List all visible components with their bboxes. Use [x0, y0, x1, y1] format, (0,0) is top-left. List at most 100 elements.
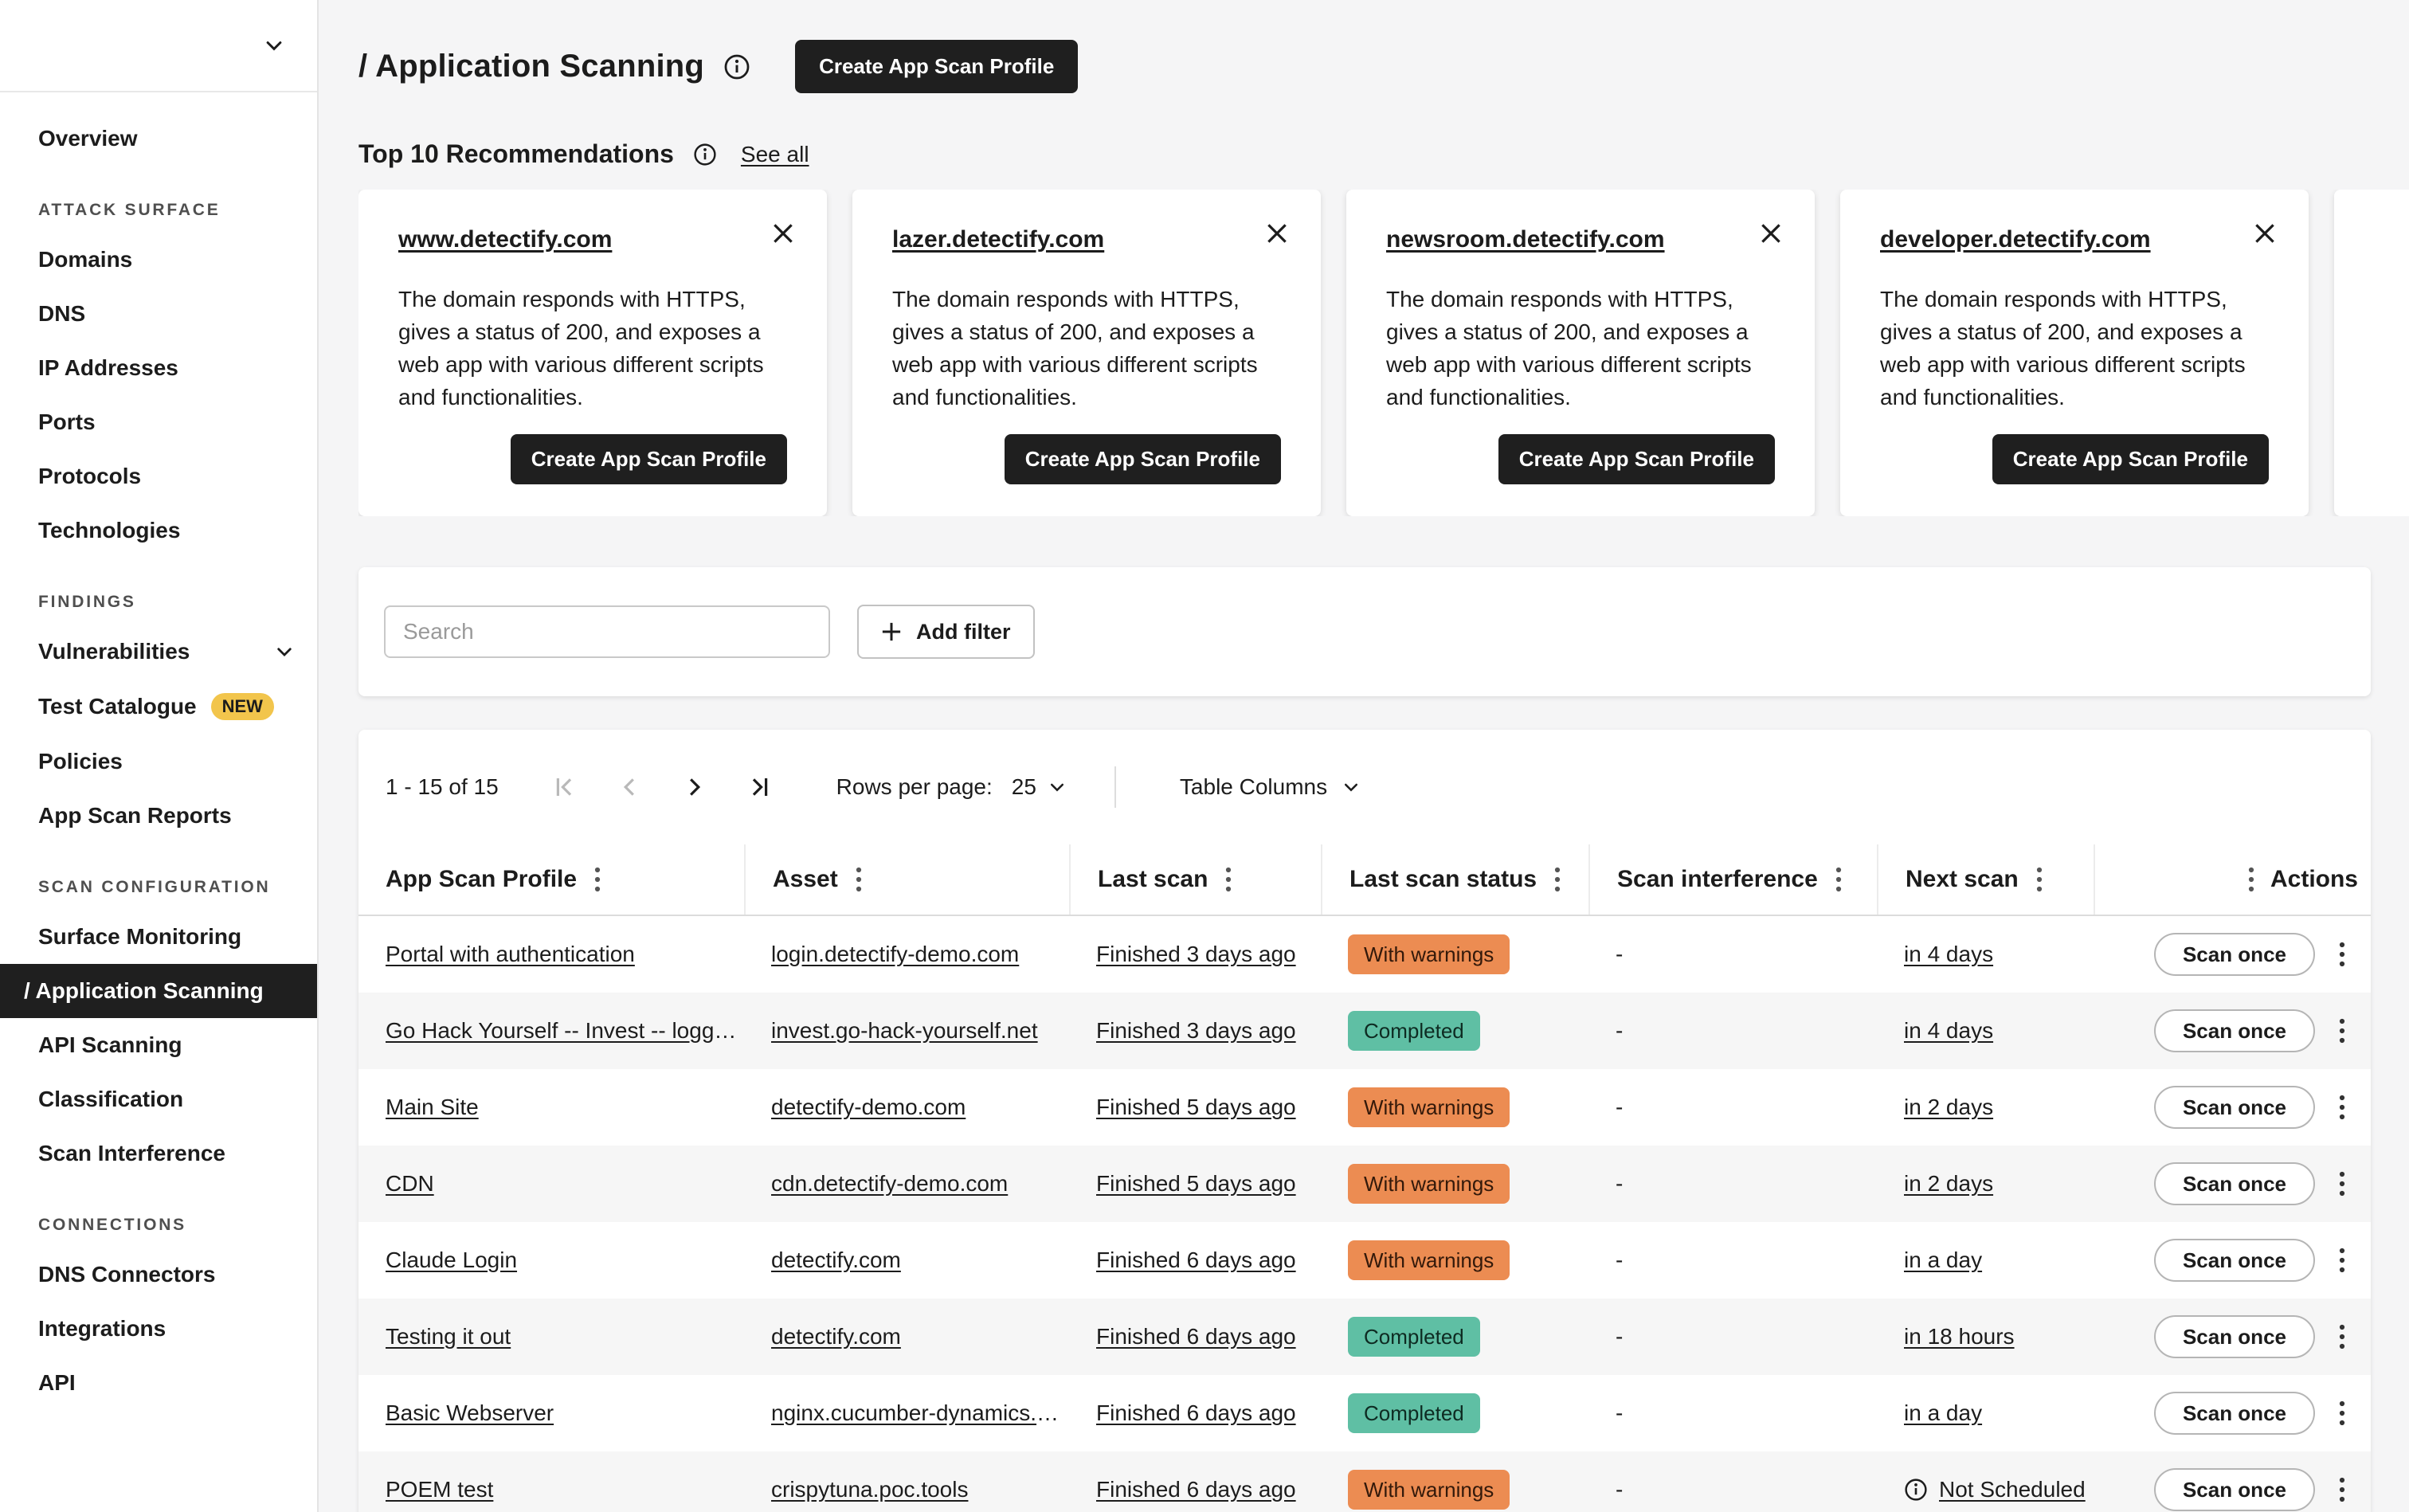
app-scan-profile-link[interactable]: POEM test — [386, 1477, 494, 1502]
next-scan-link[interactable]: in 2 days — [1904, 1095, 1994, 1119]
first-page-button[interactable] — [545, 768, 583, 806]
row-menu-kebab-icon[interactable] — [2339, 1247, 2345, 1274]
create-app-scan-profile-button[interactable]: Create App Scan Profile — [795, 40, 1079, 93]
sidebar-item-overview[interactable]: Overview — [0, 112, 317, 166]
sidebar-item-technologies[interactable]: Technologies — [0, 503, 317, 558]
app-scan-profile-link[interactable]: Claude Login — [386, 1248, 518, 1272]
last-scan-link[interactable]: Finished 3 days ago — [1096, 942, 1296, 966]
sidebar-item-dns[interactable]: DNS — [0, 287, 317, 341]
scan-once-button[interactable]: Scan once — [2153, 1315, 2315, 1358]
app-scan-profile-link[interactable]: CDN — [386, 1171, 434, 1196]
asset-link[interactable]: cdn.detectify-demo.com — [771, 1171, 1009, 1196]
next-scan-link[interactable]: in 4 days — [1904, 1018, 1994, 1043]
chevron-down-icon[interactable] — [274, 641, 295, 662]
asset-link[interactable]: login.detectify-demo.com — [771, 942, 1020, 966]
sidebar-item-ports[interactable]: Ports — [0, 395, 317, 449]
sidebar-item-application-scanning[interactable]: / Application Scanning — [0, 964, 317, 1018]
create-app-scan-profile-button[interactable]: Create App Scan Profile — [510, 434, 787, 484]
table-columns-button[interactable]: Table Columns — [1180, 774, 1361, 800]
sidebar-item-classification[interactable]: Classification — [0, 1072, 317, 1126]
asset-link[interactable]: nginx.cucumber-dynamics.com — [771, 1400, 1069, 1425]
column-menu-icon[interactable] — [1835, 866, 1842, 893]
next-page-button[interactable] — [676, 768, 714, 806]
scan-once-button[interactable]: Scan once — [2153, 1468, 2315, 1511]
close-icon[interactable] — [770, 220, 797, 247]
next-scan-link[interactable]: in a day — [1904, 1400, 1983, 1425]
recommendation-domain-link[interactable]: lazer.detectify.com — [892, 226, 1105, 253]
asset-link[interactable]: crispytuna.poc.tools — [771, 1477, 969, 1502]
last-scan-link[interactable]: Finished 6 days ago — [1096, 1248, 1296, 1272]
previous-page-button[interactable] — [610, 768, 648, 806]
asset-link[interactable]: detectify.com — [771, 1324, 901, 1349]
sidebar-item-protocols[interactable]: Protocols — [0, 449, 317, 503]
last-scan-link[interactable]: Finished 3 days ago — [1096, 1018, 1296, 1043]
recommendation-domain-link[interactable]: newsroom.detectify.com — [1386, 226, 1665, 253]
row-menu-kebab-icon[interactable] — [2339, 941, 2345, 968]
last-scan-link[interactable]: Finished 6 days ago — [1096, 1477, 1296, 1502]
scan-once-button[interactable]: Scan once — [2153, 1009, 2315, 1052]
next-scan-link[interactable]: Not Scheduled — [1939, 1477, 2086, 1502]
scan-once-button[interactable]: Scan once — [2153, 1392, 2315, 1435]
last-scan-link[interactable]: Finished 5 days ago — [1096, 1171, 1296, 1196]
app-scan-profile-link[interactable]: Testing it out — [386, 1324, 511, 1349]
sidebar-item-dns-connectors[interactable]: DNS Connectors — [0, 1248, 317, 1302]
app-scan-profile-link[interactable]: Go Hack Yourself -- Invest -- logged in — [386, 1018, 744, 1043]
chevron-down-icon[interactable] — [263, 34, 285, 57]
app-scan-profile-link[interactable]: Main Site — [386, 1095, 479, 1119]
next-scan-link[interactable]: in a day — [1904, 1248, 1983, 1272]
next-scan-link[interactable]: in 2 days — [1904, 1171, 1994, 1196]
row-menu-kebab-icon[interactable] — [2339, 1094, 2345, 1121]
sidebar-item-vulnerabilities[interactable]: Vulnerabilities — [0, 625, 317, 679]
next-scan-link[interactable]: in 4 days — [1904, 942, 1994, 966]
sidebar-item-surface-monitoring[interactable]: Surface Monitoring — [0, 910, 317, 964]
row-menu-kebab-icon[interactable] — [2339, 1400, 2345, 1427]
add-filter-button[interactable]: Add filter — [857, 605, 1035, 659]
app-scan-profile-link[interactable]: Basic Webserver — [386, 1400, 554, 1425]
close-icon[interactable] — [1263, 220, 1291, 247]
sidebar-item-domains[interactable]: Domains — [0, 233, 317, 287]
sidebar-item-test-catalogue[interactable]: Test Catalogue NEW — [0, 679, 317, 734]
column-menu-icon[interactable] — [594, 866, 601, 893]
info-icon[interactable] — [693, 143, 717, 166]
create-app-scan-profile-button[interactable]: Create App Scan Profile — [1992, 434, 2269, 484]
close-icon[interactable] — [1757, 220, 1784, 247]
scan-once-button[interactable]: Scan once — [2153, 1239, 2315, 1282]
rows-per-page-select[interactable]: 25 — [1012, 774, 1067, 800]
create-app-scan-profile-button[interactable]: Create App Scan Profile — [1498, 434, 1775, 484]
scan-once-button[interactable]: Scan once — [2153, 1086, 2315, 1129]
row-menu-kebab-icon[interactable] — [2339, 1476, 2345, 1503]
column-menu-icon[interactable] — [856, 866, 862, 893]
last-scan-link[interactable]: Finished 6 days ago — [1096, 1324, 1296, 1349]
app-scan-profile-link[interactable]: Portal with authentication — [386, 942, 635, 966]
info-icon[interactable] — [723, 53, 750, 80]
asset-link[interactable]: detectify.com — [771, 1248, 901, 1272]
scan-once-button[interactable]: Scan once — [2153, 1162, 2315, 1205]
last-scan-link[interactable]: Finished 6 days ago — [1096, 1400, 1296, 1425]
scan-once-button[interactable]: Scan once — [2153, 933, 2315, 976]
last-scan-link[interactable]: Finished 5 days ago — [1096, 1095, 1296, 1119]
search-input[interactable] — [384, 605, 830, 658]
row-menu-kebab-icon[interactable] — [2339, 1323, 2345, 1350]
sidebar-item-scan-interference[interactable]: Scan Interference — [0, 1126, 317, 1181]
recommendation-domain-link[interactable]: developer.detectify.com — [1880, 226, 2151, 253]
sidebar-item-integrations[interactable]: Integrations — [0, 1302, 317, 1356]
sidebar-item-ip-addresses[interactable]: IP Addresses — [0, 341, 317, 395]
column-menu-icon[interactable] — [1554, 866, 1561, 893]
last-page-button[interactable] — [741, 768, 779, 806]
sidebar-item-api[interactable]: API — [0, 1356, 317, 1410]
asset-link[interactable]: detectify-demo.com — [771, 1095, 966, 1119]
row-menu-kebab-icon[interactable] — [2339, 1017, 2345, 1044]
next-scan-link[interactable]: in 18 hours — [1904, 1324, 2015, 1349]
close-icon[interactable] — [2251, 220, 2278, 247]
sidebar-item-api-scanning[interactable]: API Scanning — [0, 1018, 317, 1072]
sidebar-item-policies[interactable]: Policies — [0, 734, 317, 789]
column-menu-icon[interactable] — [1225, 866, 1232, 893]
recommendation-domain-link[interactable]: www.detectify.com — [398, 226, 613, 253]
column-menu-icon[interactable] — [2036, 866, 2043, 893]
sidebar-item-app-scan-reports[interactable]: App Scan Reports — [0, 789, 317, 843]
create-app-scan-profile-button[interactable]: Create App Scan Profile — [1004, 434, 1281, 484]
see-all-link[interactable]: See all — [740, 141, 809, 166]
sidebar-account-switcher[interactable] — [0, 0, 317, 92]
row-menu-kebab-icon[interactable] — [2339, 1170, 2345, 1197]
column-menu-icon[interactable] — [2248, 866, 2254, 893]
